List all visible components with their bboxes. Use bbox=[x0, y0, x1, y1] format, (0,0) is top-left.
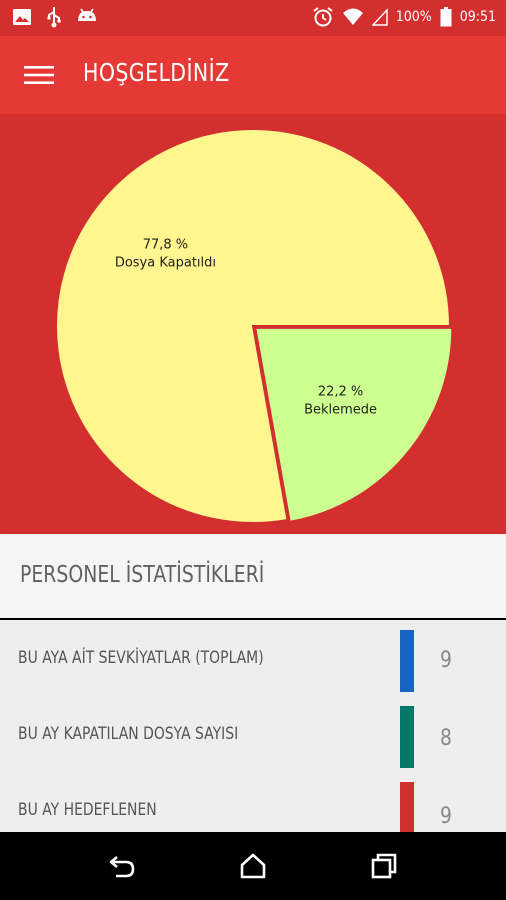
stat-label: BU AYA AİT SEVKİYATLAR (TOPLAM) bbox=[18, 648, 264, 668]
pie-slice[interactable] bbox=[55, 128, 452, 524]
section-title: PERSONEL İSTATİSTİKLERİ bbox=[20, 562, 265, 588]
alarm-icon bbox=[313, 7, 333, 27]
app-bar: HOŞGELDİNİZ bbox=[0, 36, 506, 114]
signal-icon bbox=[371, 8, 388, 26]
stat-row-closed-files[interactable]: BU AY KAPATILAN DOSYA SAYISI 8 bbox=[0, 696, 506, 772]
section-header: PERSONEL İSTATİSTİKLERİ bbox=[0, 534, 506, 618]
slice-name-label: Beklemede bbox=[304, 402, 377, 417]
clock: 09:51 bbox=[459, 9, 496, 25]
battery-icon bbox=[440, 7, 452, 27]
home-icon[interactable] bbox=[239, 852, 267, 880]
stats-list: BU AYA AİT SEVKİYATLAR (TOPLAM) 9 BU AY … bbox=[0, 620, 506, 832]
usb-icon bbox=[47, 7, 61, 28]
stat-row-target[interactable]: BU AY HEDEFLENEN 9 bbox=[0, 772, 506, 832]
stat-color-bar bbox=[400, 706, 414, 768]
status-bar: 100% 09:51 bbox=[0, 0, 506, 36]
slice-name-label: Dosya Kapatıldı bbox=[115, 256, 216, 271]
hamburger-menu-icon[interactable] bbox=[24, 63, 54, 87]
wifi-icon bbox=[342, 8, 363, 25]
pie-chart-area: 77,8 % Dosya Kapatıldı 22,2 % Beklemede bbox=[0, 114, 506, 534]
page-title: HOŞGELDİNİZ bbox=[83, 58, 230, 87]
image-icon bbox=[13, 9, 31, 25]
stat-label: BU AY KAPATILAN DOSYA SAYISI bbox=[18, 724, 239, 744]
navigation-bar bbox=[0, 832, 506, 900]
pie-slice[interactable] bbox=[254, 326, 454, 524]
stat-value: 8 bbox=[440, 726, 452, 751]
recents-icon[interactable] bbox=[370, 852, 398, 880]
slice-percent-label: 22,2 % bbox=[318, 384, 363, 399]
back-icon[interactable] bbox=[108, 852, 136, 880]
stat-color-bar bbox=[400, 630, 414, 692]
android-icon bbox=[78, 8, 96, 21]
stat-label: BU AY HEDEFLENEN bbox=[18, 800, 157, 820]
stat-value: 9 bbox=[440, 648, 452, 673]
stat-value: 9 bbox=[440, 804, 452, 829]
stat-color-bar bbox=[400, 782, 414, 832]
pie-chart: 77,8 % Dosya Kapatıldı 22,2 % Beklemede bbox=[55, 128, 454, 524]
stat-row-shipments[interactable]: BU AYA AİT SEVKİYATLAR (TOPLAM) 9 bbox=[0, 620, 506, 696]
slice-percent-label: 77,8 % bbox=[143, 238, 188, 253]
battery-percent: 100% bbox=[395, 9, 432, 25]
